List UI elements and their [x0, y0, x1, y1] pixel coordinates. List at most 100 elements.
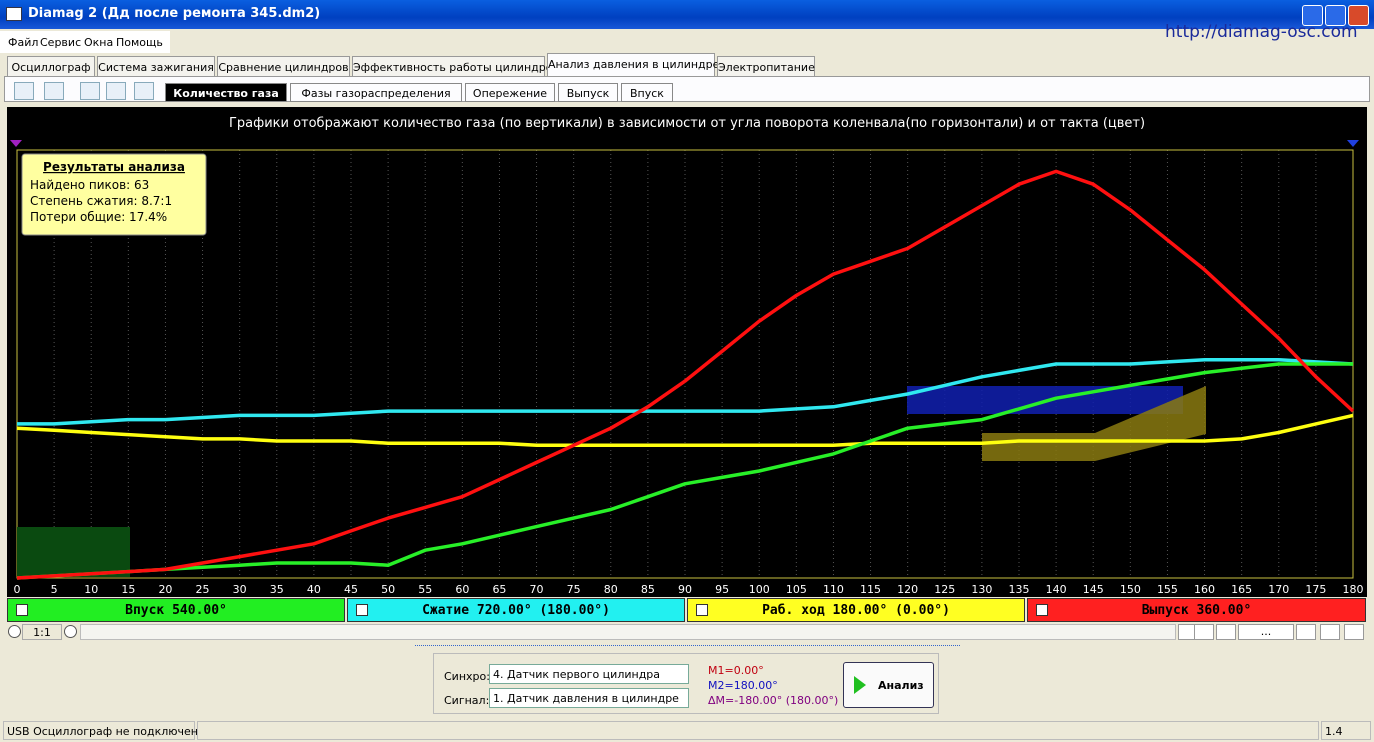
- series-line: [17, 357, 1354, 426]
- status-mid: [197, 721, 1319, 740]
- series-line: [16, 362, 1353, 580]
- nav-position: ...: [1238, 624, 1294, 640]
- tab[interactable]: Эффективность работы цилиндров: [352, 56, 559, 77]
- play-icon: [854, 676, 866, 694]
- x-tick-label: 90: [678, 583, 692, 596]
- x-tick-label: 115: [860, 583, 881, 596]
- maximize-button[interactable]: [1325, 5, 1346, 26]
- zoom-ratio: 1:1: [22, 624, 62, 640]
- x-tick-label: 55: [418, 583, 432, 596]
- nav-button[interactable]: [1194, 624, 1214, 640]
- x-tick-label: 30: [233, 583, 247, 596]
- x-tick-label: 145: [1083, 583, 1104, 596]
- toolbar-button[interactable]: [14, 82, 34, 100]
- status-left: USB Осциллограф не подключен: [3, 721, 198, 740]
- toolbar-button[interactable]: [44, 82, 64, 100]
- info-line: Потери общие: 17.4%: [30, 210, 167, 224]
- x-tick-label: 150: [1120, 583, 1141, 596]
- nav-button[interactable]: [1296, 624, 1316, 640]
- m2-label: M2=180.00°: [708, 679, 778, 692]
- x-tick-label: 20: [158, 583, 172, 596]
- x-tick-label: 65: [492, 583, 506, 596]
- x-tick-label: 100: [749, 583, 770, 596]
- x-tick-label: 15: [121, 583, 135, 596]
- app-icon: [6, 7, 22, 21]
- analyze-button[interactable]: Анализ: [843, 662, 934, 708]
- phase-label: Сжатие 720.00° (180.00°): [422, 603, 610, 618]
- series-line: [16, 169, 1355, 580]
- x-tick-label: 10: [84, 583, 98, 596]
- minimize-button[interactable]: [1302, 5, 1323, 26]
- nav-button[interactable]: [1320, 624, 1340, 640]
- x-tick-label: 0: [14, 583, 21, 596]
- x-tick-label: 180: [1343, 583, 1364, 596]
- subtab[interactable]: Выпуск: [558, 83, 618, 102]
- scrollbar[interactable]: [80, 624, 1176, 640]
- phase-label: Впуск 540.00°: [125, 603, 227, 618]
- tab[interactable]: Сравнение цилиндров: [217, 56, 350, 77]
- x-tick-label: 165: [1231, 583, 1252, 596]
- zoom-in[interactable]: [64, 625, 77, 638]
- phase-checkbox[interactable]: [356, 604, 368, 616]
- x-tick-label: 25: [196, 583, 210, 596]
- phase-checkbox[interactable]: [16, 604, 28, 616]
- x-tick-label: 45: [344, 583, 358, 596]
- phase-label: Выпуск 360.00°: [1141, 603, 1252, 618]
- zoom-out[interactable]: [8, 625, 21, 638]
- x-tick-label: 170: [1268, 583, 1289, 596]
- subtab[interactable]: Опережение: [465, 83, 555, 102]
- toolbar-button[interactable]: [134, 82, 154, 100]
- sync-select[interactable]: 4. Датчик первого цилиндра: [489, 664, 689, 684]
- info-title: Результаты анализа: [43, 160, 185, 174]
- x-tick-label: 70: [530, 583, 544, 596]
- nav-button[interactable]: [1216, 624, 1236, 640]
- x-tick-label: 160: [1194, 583, 1215, 596]
- x-tick-label: 5: [51, 583, 58, 596]
- menu-item[interactable]: Помощь: [116, 36, 163, 49]
- x-tick-label: 35: [270, 583, 284, 596]
- x-tick-label: 110: [823, 583, 844, 596]
- x-tick-label: 95: [715, 583, 729, 596]
- subtab[interactable]: Впуск: [621, 83, 673, 102]
- toolbar-button[interactable]: [80, 82, 100, 100]
- x-tick-label: 155: [1157, 583, 1178, 596]
- menu-item[interactable]: Файл: [8, 36, 39, 49]
- splitter: [415, 645, 960, 649]
- menu-item[interactable]: Окна: [84, 36, 114, 49]
- phase-bar: Сжатие 720.00° (180.00°): [347, 598, 685, 622]
- chart-background: [7, 107, 1367, 597]
- marker-left: [10, 140, 22, 147]
- tab[interactable]: Система зажигания: [97, 56, 215, 77]
- subtab[interactable]: Фазы газораспределения: [290, 83, 462, 102]
- menu-item[interactable]: Сервис: [40, 36, 82, 49]
- x-tick-label: 75: [567, 583, 581, 596]
- x-tick-label: 85: [641, 583, 655, 596]
- x-tick-label: 50: [381, 583, 395, 596]
- chart: Графики отображают количество газа (по в…: [7, 107, 1367, 597]
- x-tick-label: 125: [934, 583, 955, 596]
- nav-button[interactable]: [1344, 624, 1364, 640]
- x-tick-label: 135: [1009, 583, 1030, 596]
- toolbar-button[interactable]: [106, 82, 126, 100]
- window-title: Diamag 2 (Дд после ремонта 345.dm2): [28, 6, 321, 21]
- x-tick-label: 120: [897, 583, 918, 596]
- phase-bar: Впуск 540.00°: [7, 598, 345, 622]
- phase-checkbox[interactable]: [1036, 604, 1048, 616]
- info-line: Степень сжатия: 8.7:1: [30, 194, 172, 208]
- phase-bar: Раб. ход 180.00° (0.00°): [687, 598, 1025, 622]
- subtab[interactable]: Количество газа: [165, 83, 287, 102]
- site-url: http://diamag-osc.com: [1165, 22, 1358, 42]
- tab[interactable]: Электропитание: [717, 56, 815, 77]
- x-tick-label: 105: [786, 583, 807, 596]
- close-button[interactable]: [1348, 5, 1369, 26]
- x-tick-label: 130: [971, 583, 992, 596]
- sync-label: Синхро:: [444, 670, 490, 683]
- tab[interactable]: Осциллограф: [7, 56, 95, 77]
- tab[interactable]: Анализ давления в цилиндре: [547, 53, 719, 77]
- phase-checkbox[interactable]: [696, 604, 708, 616]
- info-line: Найдено пиков: 63: [30, 178, 149, 192]
- x-tick-label: 140: [1046, 583, 1067, 596]
- signal-select[interactable]: 1. Датчик давления в цилиндре: [489, 688, 689, 708]
- signal-label: Сигнал:: [444, 694, 490, 707]
